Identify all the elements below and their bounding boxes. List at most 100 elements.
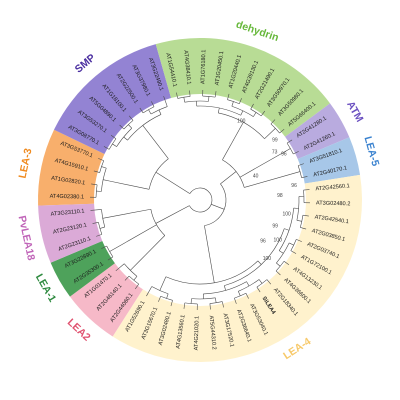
branch-pvlea18 [90, 209, 102, 211]
deep-d [137, 235, 166, 263]
branch-dehydrin [227, 93, 230, 100]
branch-dehydrin [233, 122, 244, 140]
root [211, 204, 225, 210]
leaf-label-at4g21020-1: AT4G21020.1 [194, 316, 201, 351]
node-smp-arc [127, 114, 162, 141]
branch-lea-4 [290, 250, 297, 254]
leaf-label-at1g76180-1: AT1G76180.1 [200, 50, 207, 85]
group-label-lea2: LEA2 [65, 316, 93, 343]
branch-lea2 [133, 276, 138, 281]
branch-pvlea18 [102, 214, 124, 219]
node-lea-4-arc [209, 301, 223, 304]
deep-d [121, 224, 157, 245]
sector-lea-5 [297, 137, 361, 184]
branch-smp [148, 109, 152, 115]
bootstrap-value: 96 [281, 151, 287, 157]
branch-dehydrin [183, 97, 185, 103]
sector-lea-3 [37, 129, 105, 206]
branch-dehydrin [260, 110, 266, 117]
branch-smp [128, 124, 133, 129]
branch-lea-4 [256, 286, 261, 293]
branch-smp [119, 124, 125, 130]
deep-b [239, 152, 284, 178]
branch-lea-4 [258, 279, 263, 284]
leaf-label-at4g02380-1: AT4G02380.1 [50, 194, 85, 201]
sector-lea-4 [112, 174, 362, 362]
branch-lea-4 [245, 293, 249, 299]
branch-lea-4 [257, 260, 262, 265]
branch-lea-4 [224, 285, 226, 291]
branch-dehydrin [239, 98, 242, 104]
branch-lea-4 [302, 214, 309, 217]
deep-a [109, 180, 150, 190]
node-lea2-arc [128, 275, 139, 285]
tree-branches [90, 90, 310, 310]
branch-lea2 [124, 275, 130, 281]
branch-pvlea18 [99, 226, 105, 229]
branch-lea-3 [93, 170, 100, 173]
group-sectors [37, 38, 362, 362]
bootstrap-value: 96 [260, 239, 266, 245]
branch-smp [123, 136, 128, 141]
branch-smp [142, 125, 150, 134]
branch-smp [128, 115, 134, 121]
group-label-smp: SMP [73, 52, 98, 76]
node-lea-3-arc [101, 168, 107, 192]
branch-dehydrin [217, 107, 220, 113]
sector-pvlea18 [38, 203, 103, 263]
root [155, 205, 190, 224]
branch-dehydrin [240, 110, 244, 116]
leaf-label-at2g42560-1: AT2G42560.1 [315, 183, 350, 192]
deep-b [244, 174, 291, 188]
branch-lea-4 [166, 293, 169, 299]
branch-dehydrin [250, 103, 254, 110]
bootstrap-value: 99 [272, 223, 278, 229]
branch-lea-4 [159, 276, 167, 291]
branch-lea-4 [296, 220, 302, 222]
node-lea-4-arc [275, 261, 285, 272]
node-atm-arc [286, 142, 294, 155]
branch-dehydrin [270, 119, 276, 125]
node-lea-1-arc [106, 245, 114, 258]
branch-pvlea18 [92, 222, 99, 224]
root [155, 172, 190, 194]
branch-lea-4 [289, 242, 294, 246]
branch-dehydrin [253, 112, 257, 117]
branch-smp [103, 146, 110, 150]
group-label-atm: ATM [344, 99, 365, 124]
leaf-label-at3g23110-1: AT3G23110.1 [50, 209, 84, 218]
branch-dehydrin [214, 91, 217, 98]
branch-smp [110, 134, 117, 140]
branch-lea-4 [158, 296, 161, 302]
deep-a [148, 133, 169, 159]
deep-e [204, 225, 208, 240]
node-pvlea18-arc [101, 209, 106, 228]
group-label-lea-5: LEA-5 [362, 135, 382, 168]
branch-lea2 [130, 262, 139, 271]
branch-lea-1 [101, 245, 107, 249]
branch-lea-3 [103, 179, 111, 182]
branch-lea-4 [209, 303, 211, 310]
node-smp-arc [142, 106, 155, 114]
bootstrap-value: 100 [237, 118, 246, 124]
node-lea-4-arc [278, 208, 294, 251]
branch-lea-3 [98, 158, 104, 161]
node-lea-4-arc [238, 279, 260, 292]
deep-c [206, 239, 211, 260]
leaf-label-at3g02480-2: AT3G02480.2 [316, 200, 351, 207]
branch-smp [151, 101, 155, 107]
branch-dehydrin [189, 90, 191, 97]
branch-lea-4 [266, 279, 272, 285]
bootstrap-value: 73 [272, 149, 278, 155]
bootstrap-value: 40 [253, 174, 259, 180]
leaf-label-at1g20450-1: AT1G20450.1 [214, 51, 225, 86]
branch-lea-3 [91, 183, 98, 186]
deep-e [220, 171, 237, 185]
node-lea-4-arc [165, 260, 259, 285]
group-label-lea-1: LEA-1 [33, 272, 59, 304]
branch-lea-4 [234, 298, 237, 304]
branch-atm [293, 151, 299, 155]
node-smp-arc [123, 120, 134, 130]
deep-d [123, 208, 151, 215]
